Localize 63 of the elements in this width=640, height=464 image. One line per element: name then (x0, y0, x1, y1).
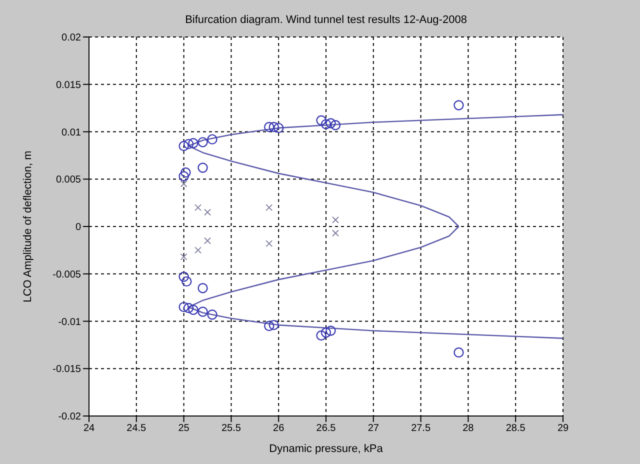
chart-title: Bifurcation diagram. Wind tunnel test results 12-Aug-2008 (184, 14, 468, 26)
point (320, 328, 332, 338)
x-tick-label: 25 (178, 423, 190, 434)
x-tick-label: 27 (368, 423, 380, 434)
x-tick-label: 27.5 (411, 423, 431, 434)
point (180, 180, 188, 188)
point (188, 138, 198, 148)
point (454, 100, 464, 110)
point (204, 208, 211, 216)
x-tick-label: 26.5 (316, 423, 336, 434)
y-tick-label: 0.01 (62, 127, 82, 138)
x-tick-label: 24.5 (126, 423, 147, 434)
x-tick-label: 25.5 (221, 423, 242, 434)
y-axis-title: LCO Amplitude of deflection, m (22, 150, 34, 302)
y-tick-label: 0 (75, 222, 82, 234)
point (266, 204, 273, 212)
point (454, 347, 464, 358)
point (180, 167, 191, 178)
point (198, 306, 208, 317)
point (316, 115, 326, 126)
point (178, 302, 189, 312)
point (320, 119, 332, 130)
x-tick-label: 26 (273, 423, 285, 434)
point (326, 118, 336, 128)
point (332, 230, 339, 237)
point (178, 272, 189, 282)
y-tick-label: 0.015 (56, 80, 82, 91)
point (198, 282, 208, 294)
x-tick-label: 28.5 (506, 423, 526, 434)
point (198, 137, 208, 148)
point (207, 134, 218, 144)
x-tick-label: 28 (462, 423, 474, 434)
point (183, 138, 194, 150)
y-tick-label: -0.015 (52, 364, 82, 376)
point (268, 122, 279, 132)
point (198, 162, 208, 173)
point (268, 320, 279, 330)
point (178, 171, 189, 182)
point (274, 122, 284, 134)
point (182, 276, 192, 287)
y-tick-label: 0.005 (56, 174, 82, 186)
point (178, 140, 189, 152)
point (264, 122, 274, 132)
point (332, 216, 339, 224)
point (264, 320, 274, 332)
x-axis-title: Dynamic pressure, kPa (269, 443, 384, 455)
y-tick-label: -0.005 (52, 269, 82, 280)
point (194, 246, 202, 254)
point (326, 326, 336, 336)
point (316, 330, 326, 341)
y-tick-label: -0.01 (58, 316, 82, 328)
y-tick-label: -0.02 (58, 412, 82, 423)
y-tick-label: 0.02 (62, 32, 82, 44)
point (330, 120, 341, 130)
x-tick-label: 29 (557, 423, 569, 434)
point (204, 237, 211, 244)
point (180, 253, 188, 260)
point (188, 304, 198, 315)
x-tick-label: 24 (83, 423, 95, 434)
point (183, 302, 194, 314)
point (194, 204, 202, 212)
point (266, 240, 273, 248)
point (207, 310, 218, 320)
